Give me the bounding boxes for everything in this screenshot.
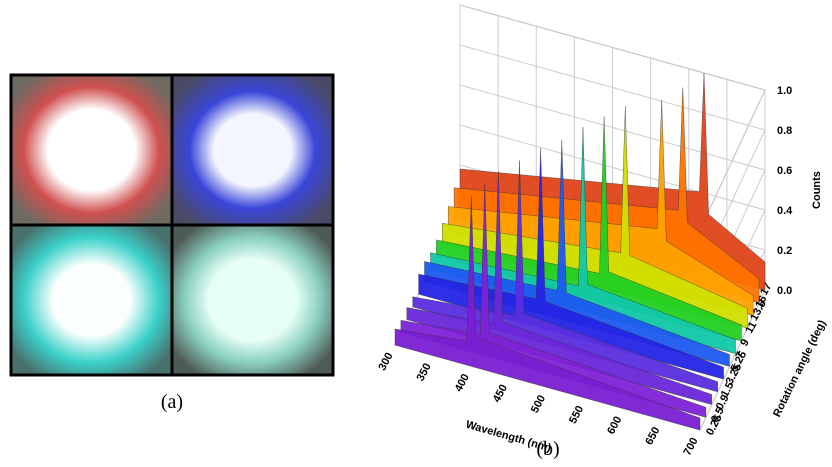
x-tick-label: 500	[529, 393, 548, 415]
x-tick-label: 600	[605, 415, 624, 437]
y-tick-label: 0.8	[777, 125, 792, 137]
y-tick-label: 0.0	[777, 285, 792, 297]
page: (a) (b) 3003504004505005506006507000.00.…	[0, 0, 832, 467]
photo	[172, 225, 333, 375]
x-tick-label: 350	[415, 361, 434, 383]
photo	[172, 75, 333, 225]
plot: 300 350 400 450 500 550 600 650 700 0.0 0.2 0.4 0.6 0…	[376, 5, 828, 458]
y-tick-label: 1.0	[777, 85, 792, 97]
panel-label: (a)	[161, 391, 183, 413]
x-tick-label: 700	[681, 436, 700, 458]
x-tick-label: 450	[491, 383, 510, 405]
y-tick-label: 0.2	[777, 245, 792, 257]
y-tick-label: 0.6	[777, 165, 792, 177]
z-axis-title: Rotation angle (deg)	[771, 318, 829, 419]
x-axis-title: Wavelength (nm)	[464, 419, 552, 455]
photo-grid	[11, 75, 333, 375]
y-axis-title: Counts	[811, 171, 823, 209]
figure: (a) (b) 3003504004505005506006507000.00.…	[0, 0, 832, 467]
y-tick-label: 0.4	[777, 205, 793, 217]
x-tick-label: 550	[567, 404, 586, 426]
photo	[11, 75, 172, 225]
x-tick-label: 650	[643, 425, 662, 447]
photo	[11, 225, 172, 375]
x-tick-label: 400	[453, 372, 472, 394]
x-tick-label: 300	[376, 351, 395, 373]
